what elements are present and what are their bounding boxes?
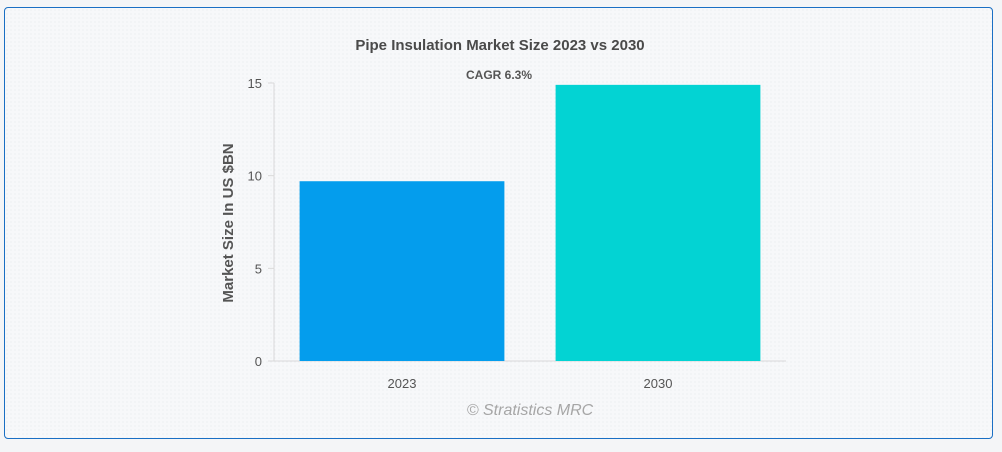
y-tick-label: 0 bbox=[255, 354, 262, 369]
y-axis: 0 5 10 15 bbox=[248, 76, 275, 369]
y-tick-label: 10 bbox=[248, 169, 262, 184]
bar-2030[interactable] bbox=[555, 84, 761, 361]
watermark: © Stratistics MRC bbox=[467, 402, 594, 419]
y-tick-label: 5 bbox=[255, 261, 262, 276]
x-tick-label: 2023 bbox=[388, 376, 417, 391]
x-tick-label: 2030 bbox=[644, 376, 673, 391]
x-axis: 2023 2030 bbox=[274, 360, 786, 391]
chart-title: Pipe Insulation Market Size 2023 vs 2030 bbox=[355, 37, 644, 54]
bar-2023[interactable] bbox=[299, 181, 505, 361]
y-axis-label: Market Size In US $BN bbox=[220, 143, 237, 302]
cagr-annotation: CAGR 6.3% bbox=[466, 68, 532, 82]
y-tick-label: 15 bbox=[248, 76, 262, 91]
bars-group bbox=[299, 84, 761, 361]
